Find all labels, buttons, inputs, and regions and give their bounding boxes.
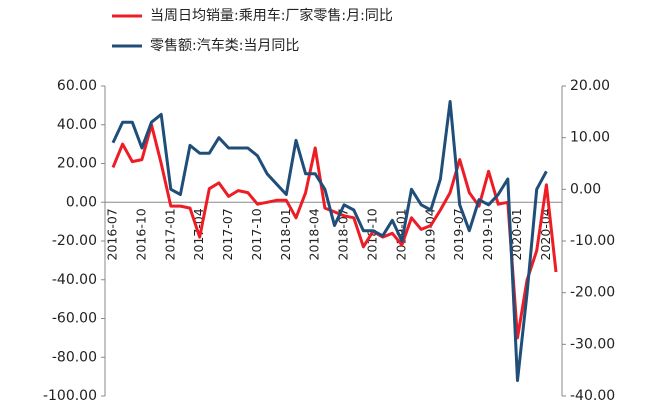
y2-tick-label: -40.00: [570, 388, 615, 404]
y-tick-label: -80.00: [52, 349, 97, 365]
y-tick-label: 0.00: [66, 194, 97, 210]
legend-label: 零售额:汽车类:当月同比: [150, 37, 299, 54]
legend-label: 当周日均销量:乘用车:厂家零售:月:同比: [150, 7, 393, 24]
y-tick-label: 20.00: [57, 156, 97, 172]
y2-tick-label: -20.00: [570, 285, 615, 301]
y-tick-label: -20.00: [52, 233, 97, 249]
y2-tick-label: 20.00: [570, 78, 610, 94]
y2-tick-label: 10.00: [570, 130, 610, 146]
x-tick-label: 2017-10: [249, 208, 264, 260]
x-tick-label: 2017-01: [162, 208, 177, 260]
y2-tick-label: 0.00: [570, 181, 601, 197]
y-tick-label: -40.00: [52, 272, 97, 288]
y2-tick-label: -10.00: [570, 233, 615, 249]
y-tick-label: -100.00: [43, 388, 97, 404]
x-tick-label: 2016-07: [105, 208, 120, 260]
series-line: [111, 100, 548, 382]
x-tick-label: 2019-10: [480, 208, 495, 260]
x-tick-label: 2018-01: [278, 208, 293, 260]
y-tick-label: 40.00: [57, 117, 97, 133]
x-tick-label: 2018-04: [307, 208, 322, 260]
x-tick-label: 2016-10: [133, 208, 148, 260]
y-tick-label: -60.00: [52, 311, 97, 327]
x-tick-label: 2019-07: [451, 208, 466, 260]
y-tick-label: 60.00: [57, 78, 97, 94]
x-tick-label: 2018-07: [336, 208, 351, 260]
y2-tick-label: -30.00: [570, 336, 615, 352]
series-line: [111, 123, 558, 340]
x-tick-label: 2017-07: [220, 208, 235, 260]
x-tick-label: 2020-01: [509, 208, 524, 260]
